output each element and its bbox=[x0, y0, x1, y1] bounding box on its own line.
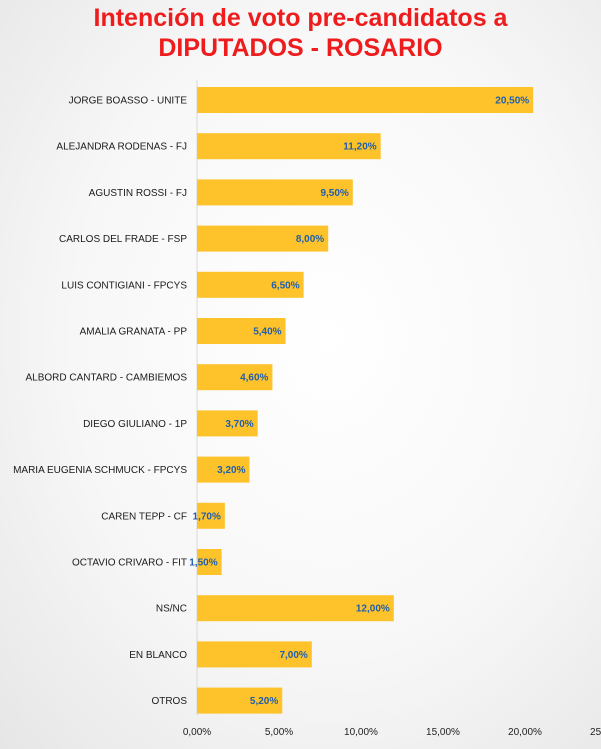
category-label: AGUSTIN ROSSI - FJ bbox=[89, 188, 187, 199]
bar bbox=[197, 87, 534, 113]
x-tick-label: 25,00% bbox=[590, 727, 601, 738]
data-label: 1,50% bbox=[189, 558, 217, 569]
bar bbox=[197, 179, 353, 206]
category-label: ALBORD CANTARD - CAMBIEMOS bbox=[26, 373, 188, 384]
bar bbox=[197, 502, 225, 529]
data-label: 3,20% bbox=[217, 465, 245, 476]
category-label: ALEJANDRA RODENAS - FJ bbox=[56, 142, 187, 153]
bar bbox=[197, 641, 312, 668]
category-label: JORGE BOASSO - UNITE bbox=[69, 96, 188, 107]
x-tick-label: 20,00% bbox=[508, 727, 542, 738]
bar bbox=[197, 133, 381, 160]
bar bbox=[197, 549, 222, 575]
bar bbox=[197, 595, 394, 622]
x-tick-label: 15,00% bbox=[426, 727, 460, 738]
bar bbox=[197, 456, 250, 483]
category-label: MARIA EUGENIA SCHMUCK - FPCYS bbox=[13, 465, 187, 476]
category-label: OTROS bbox=[151, 696, 187, 707]
category-label: DIEGO GIULIANO - 1P bbox=[83, 419, 187, 430]
category-label: OCTAVIO CRIVARO - FIT bbox=[72, 558, 187, 569]
data-label: 3,70% bbox=[225, 419, 253, 430]
bar bbox=[197, 410, 258, 437]
category-label: AMALIA GRANATA - PP bbox=[80, 327, 188, 338]
data-label: 11,20% bbox=[343, 142, 376, 153]
chart-title-line-2: DIPUTADOS - ROSARIO bbox=[158, 34, 443, 62]
data-label: 6,50% bbox=[271, 280, 299, 291]
category-label: EN BLANCO bbox=[129, 650, 187, 661]
data-label: 5,20% bbox=[250, 696, 278, 707]
bar bbox=[197, 225, 329, 252]
data-label: 20,50% bbox=[495, 96, 529, 107]
data-label: 9,50% bbox=[320, 188, 348, 199]
data-label: 1,70% bbox=[193, 511, 221, 522]
data-label: 4,60% bbox=[240, 373, 268, 384]
chart-title-line-1: Intención de voto pre-candidatos a bbox=[93, 4, 508, 32]
category-label: NS/NC bbox=[156, 604, 187, 615]
x-tick-label: 0,00% bbox=[183, 727, 211, 738]
bar bbox=[197, 687, 283, 714]
data-label: 5,40% bbox=[253, 327, 281, 338]
data-label: 7,00% bbox=[279, 650, 307, 661]
x-tick-label: 5,00% bbox=[265, 727, 293, 738]
bar bbox=[197, 364, 273, 391]
category-label: CARLOS DEL FRADE - FSP bbox=[59, 234, 187, 245]
data-label: 8,00% bbox=[296, 234, 324, 245]
category-label: LUIS CONTIGIANI - FPCYS bbox=[61, 280, 187, 291]
category-label: CAREN TEPP - CF bbox=[101, 511, 187, 522]
bar bbox=[197, 318, 286, 344]
x-tick-label: 10,00% bbox=[344, 727, 378, 738]
data-label: 12,00% bbox=[356, 604, 390, 615]
bar bbox=[197, 271, 304, 298]
